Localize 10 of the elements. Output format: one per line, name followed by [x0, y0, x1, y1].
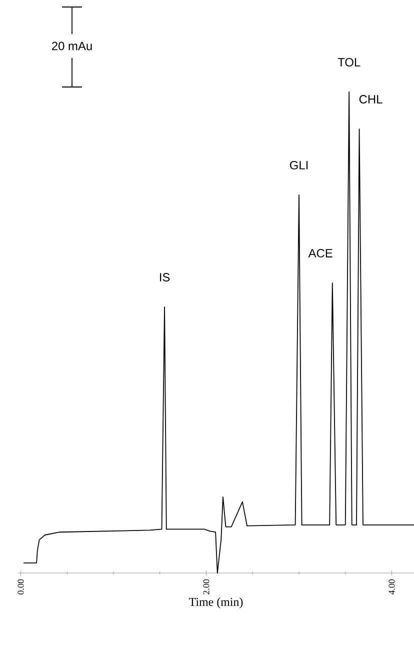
annotation: TOL — [338, 58, 360, 66]
annotation: ACE — [308, 248, 332, 258]
annotation: CHL — [359, 95, 382, 104]
annotation: GLI — [290, 160, 308, 170]
x-tick-label: 0.00 — [18, 579, 24, 594]
annotation: IS — [160, 273, 170, 282]
x-tick-label: 4.00 — [388, 579, 395, 595]
x-tick-label: 2.00 — [203, 579, 210, 594]
x-axis-title: Time (min) — [189, 598, 243, 608]
text: 20 mAu — [52, 42, 92, 50]
